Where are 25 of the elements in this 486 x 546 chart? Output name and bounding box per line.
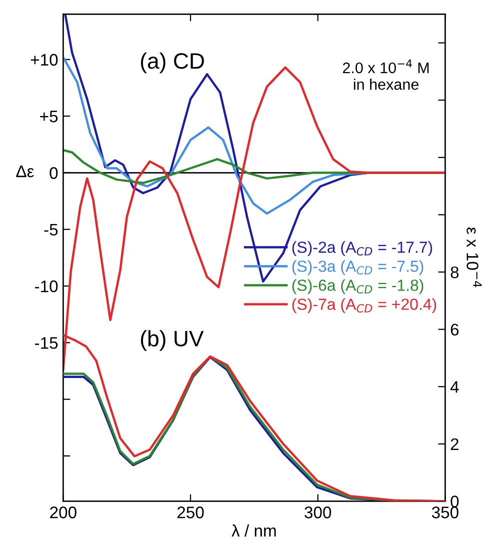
legend-label: (S)-2a (A$_{CD}$ = -17.7) <box>292 241 432 256</box>
legend-label: (S)-7a (A$_{CD}$ = +20.4) <box>292 298 436 314</box>
y-tick-label: +10 <box>30 54 58 66</box>
x-tick-label: 350 <box>432 506 458 518</box>
y-tick-label: 0 <box>50 167 58 179</box>
x-tick-label: 250 <box>177 506 204 518</box>
y-tick-label: +5 <box>40 110 58 122</box>
x-axis-title: λ / nm <box>232 524 276 537</box>
y2-tick-label: 8 <box>450 266 459 278</box>
annotation: (b) UV <box>140 330 204 351</box>
annotation: 2.0 x 10$^{−4}$ M in hexane <box>342 59 429 90</box>
annotation: (a) CD <box>140 52 204 74</box>
y2-tick-label: 0 <box>450 496 459 508</box>
y2-tick-label: 6 <box>450 324 459 336</box>
legend-label: (S)-3a (A$_{CD}$ = -7.5) <box>292 260 424 276</box>
x-tick-label: 300 <box>304 506 332 518</box>
y2-tick-label: 2 <box>450 438 458 450</box>
y-tick-label: -10 <box>34 280 58 292</box>
y2-axis-title: ε x 10$^{−4}$ <box>466 228 482 288</box>
legend-label: (S)-6a (A$_{CD}$ = -1.8) <box>292 279 424 294</box>
y2-tick-label: 4 <box>450 381 459 393</box>
x-tick-label: 200 <box>50 506 76 518</box>
y-axis-title: Δε <box>16 166 34 178</box>
y-tick-label: -15 <box>34 337 58 349</box>
y-tick-label: -5 <box>44 224 58 236</box>
